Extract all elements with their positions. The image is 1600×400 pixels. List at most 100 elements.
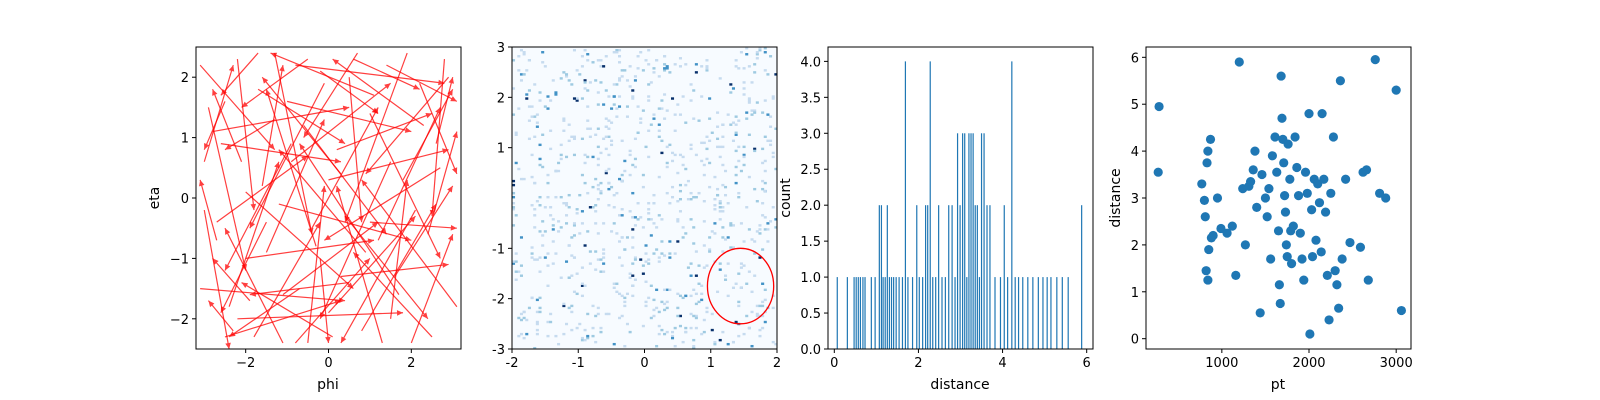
heatmap-cell	[671, 151, 675, 155]
heatmap-cell	[591, 185, 595, 189]
histogram-bar	[901, 277, 904, 349]
x-tick-label: 2000	[1292, 356, 1325, 371]
scatter-point	[1304, 108, 1314, 119]
heatmap-cell	[665, 109, 669, 112]
histogram-bar	[1067, 277, 1069, 349]
heatmap-cell	[543, 206, 547, 209]
heatmap-cell	[665, 330, 669, 334]
heatmap-cell	[586, 89, 590, 92]
heatmap-cell	[753, 274, 757, 277]
heatmap-cell	[681, 340, 685, 344]
heatmap-cell	[546, 284, 550, 287]
x-tick-label: -1	[572, 356, 585, 371]
heatmap-cell	[660, 240, 664, 243]
heatmap-cell	[671, 159, 675, 163]
heatmap-cell	[641, 264, 645, 267]
heatmap-cell	[681, 296, 685, 300]
heatmap-cell	[628, 65, 632, 68]
heatmap-cell	[657, 256, 661, 259]
heatmap-cell	[774, 127, 777, 130]
heatmap-cell	[745, 53, 749, 56]
heatmap-cell	[747, 228, 751, 231]
scatter-point	[1205, 134, 1216, 144]
scatter-point	[1212, 193, 1223, 203]
heatmap-cell	[636, 105, 640, 108]
heatmap-cell	[551, 228, 555, 231]
x-tick-label: 1	[707, 356, 715, 371]
heatmap-cell	[694, 63, 698, 66]
scatter-point	[1197, 179, 1207, 189]
y-tick-label: 2.5	[800, 163, 821, 178]
heatmap-cell	[530, 252, 534, 255]
heatmap-cell	[647, 49, 651, 52]
scatter-point	[1153, 167, 1163, 177]
heatmap-cell	[647, 95, 651, 98]
quiver-arrow	[200, 288, 346, 303]
heatmap-cell	[737, 191, 741, 195]
heatmap-cell	[620, 208, 624, 211]
heatmap-cell	[583, 161, 587, 165]
quiver-arrow	[332, 58, 425, 127]
heatmap-cell	[565, 260, 569, 263]
heatmap-cell	[639, 51, 643, 54]
heatmap-cell	[620, 179, 624, 183]
heatmap-cell	[681, 236, 685, 239]
heatmap-cell	[731, 121, 735, 124]
y-tick-label: 3.0	[800, 127, 821, 142]
heatmap-cell	[755, 200, 759, 203]
heatmap-cell	[761, 282, 765, 285]
histogram-bar	[1081, 205, 1083, 349]
heatmap-cell	[742, 155, 746, 159]
histogram-bar	[976, 205, 978, 349]
heatmap-cell	[734, 131, 738, 134]
scatter-point	[1293, 191, 1304, 201]
heatmap-cell	[607, 181, 611, 185]
heatmap-cell	[596, 145, 600, 149]
heatmap-cell	[657, 260, 661, 263]
heatmap-cell	[692, 314, 696, 318]
heatmap-cell	[665, 306, 669, 310]
scatter-plot-area	[1146, 47, 1411, 349]
heatmap-cell	[633, 258, 637, 261]
heatmap-cell	[660, 107, 664, 110]
y-tick-label: 1.5	[800, 235, 821, 250]
heatmap-cell	[517, 69, 521, 72]
heatmap-cell	[639, 117, 643, 120]
heatmap-cell	[657, 324, 661, 328]
heatmap-cell	[612, 193, 616, 197]
panel-quiver: −2 0 2 −2 −1 0 1 2 phi eta	[147, 46, 462, 393]
heatmap-cell	[604, 55, 608, 58]
heatmap-cell	[663, 332, 667, 336]
heatmap-cell	[652, 202, 656, 205]
heatmap-cell	[676, 220, 680, 223]
scatter-point	[1320, 207, 1331, 217]
heatmap-cell	[610, 107, 614, 110]
scatter-point	[1279, 158, 1289, 168]
heatmap-cell	[525, 97, 529, 100]
heatmap-cell	[761, 147, 765, 151]
heatmap-cell	[766, 113, 770, 116]
histogram-bar	[855, 277, 857, 349]
heatmap-cell	[618, 77, 622, 80]
heatmap-cell	[512, 87, 516, 90]
heatmap-cell	[525, 332, 529, 336]
heatmap-cell	[649, 234, 653, 237]
heatmap-cell	[596, 258, 600, 261]
heatmap-cell	[734, 181, 738, 185]
heatmap-cell	[742, 240, 746, 243]
heatmap-cell	[747, 65, 751, 68]
heatmap-cell	[694, 250, 698, 253]
heatmap-cell	[512, 191, 516, 195]
heatmap-cell	[694, 153, 698, 157]
scatter-point	[1202, 158, 1212, 168]
heatmap-cell	[708, 236, 712, 239]
heatmap-cell	[644, 252, 648, 255]
heatmap-cell	[615, 83, 619, 86]
heatmap-cell	[572, 135, 576, 138]
heatmap-cell	[583, 49, 587, 52]
heatmap-cell	[602, 256, 606, 259]
heatmap-cell	[602, 65, 606, 68]
scatter-point	[1277, 113, 1287, 123]
heatmap-cell	[594, 133, 598, 136]
heatmap-cell	[602, 270, 606, 273]
